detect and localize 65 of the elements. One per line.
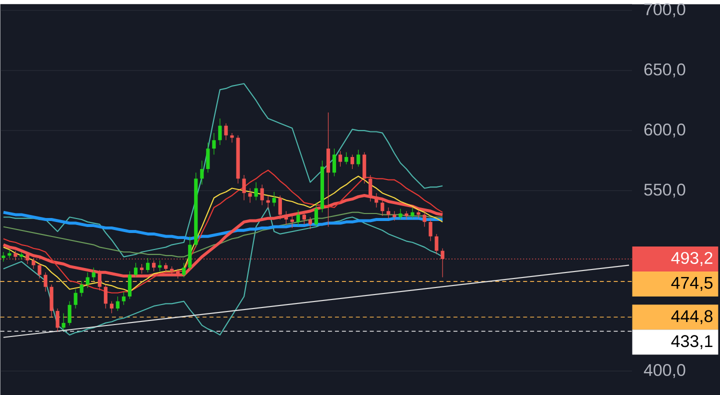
candlestick <box>314 202 318 228</box>
candlestick <box>104 284 108 309</box>
y-tick-label: 650,0 <box>644 63 686 78</box>
candlestick <box>2 252 6 262</box>
candlestick <box>146 258 150 273</box>
candlestick <box>140 264 144 274</box>
y-tick-label: 400,0 <box>644 364 686 378</box>
candlestick <box>62 312 66 330</box>
candlestick <box>110 300 114 314</box>
candlestick <box>242 174 246 201</box>
candlestick <box>56 308 60 332</box>
candlestick <box>392 210 396 221</box>
candlestick <box>398 208 402 220</box>
candlestick <box>248 188 252 203</box>
candlestick <box>80 280 84 297</box>
candlestick <box>218 118 222 146</box>
candlestick <box>410 207 414 219</box>
candlestick <box>260 184 264 206</box>
candlestick <box>272 192 276 207</box>
candlestick <box>68 300 72 326</box>
candlestick <box>380 200 384 216</box>
candlestick <box>308 216 312 230</box>
y-tick-label: 700,0 <box>644 3 686 18</box>
candlestick <box>416 210 420 219</box>
candlestick <box>284 210 288 225</box>
candlestick <box>338 150 342 167</box>
candlestick <box>356 149 360 167</box>
candlestick <box>164 262 168 273</box>
y-tick-label: 550,0 <box>644 184 686 198</box>
candlestick <box>332 148 336 177</box>
candlestick <box>116 296 120 312</box>
candlestick <box>290 216 294 228</box>
candlestick <box>230 132 234 143</box>
candlestick <box>122 291 126 306</box>
candlestick <box>254 182 258 201</box>
y-tick-label: 600,0 <box>644 124 686 138</box>
candlestick <box>188 236 192 270</box>
candlestick <box>158 260 162 272</box>
candlestick <box>44 272 48 292</box>
candlestick <box>20 252 24 260</box>
candlestick <box>302 212 306 225</box>
candlestick <box>134 262 138 278</box>
candlestick <box>422 212 426 228</box>
candlestick <box>428 219 432 242</box>
candlestick <box>434 234 438 255</box>
candlestick <box>182 262 186 278</box>
candlestick <box>86 272 90 288</box>
ref-line-label: 444,8 <box>671 310 712 324</box>
ref-line-label: 433,1 <box>671 335 712 350</box>
candlestick <box>212 132 216 155</box>
ref-line-label: 493,2 <box>671 252 712 266</box>
candlestick <box>38 262 42 279</box>
candlestick <box>350 154 354 170</box>
candlestick <box>152 260 156 272</box>
candlestick <box>404 210 408 220</box>
candlestick <box>386 207 390 219</box>
candlestick <box>224 123 228 140</box>
candlestick <box>344 152 348 164</box>
candlestick <box>92 267 96 282</box>
ref-line-label: 474,5 <box>671 277 712 291</box>
candlestick <box>74 288 78 309</box>
candlestick <box>200 160 204 185</box>
candlestick <box>296 210 300 226</box>
candlestick <box>206 142 210 173</box>
candlestick <box>128 270 132 300</box>
